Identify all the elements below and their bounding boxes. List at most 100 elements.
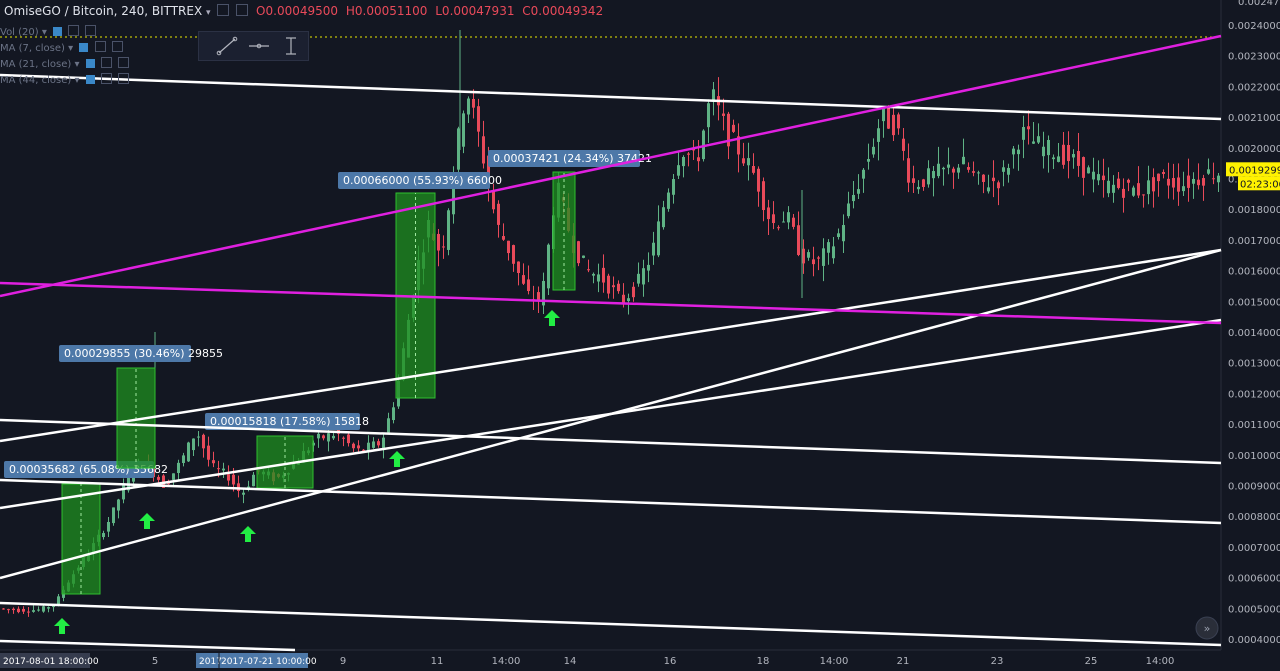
candle-body — [1097, 174, 1100, 181]
candle-body — [1087, 167, 1090, 174]
symbol-title[interactable]: OmiseGO / Bitcoin, 240, BITTREX — [4, 4, 203, 18]
up-arrow-icon — [544, 310, 560, 326]
candle-body — [1092, 171, 1095, 180]
candle-body — [902, 138, 905, 151]
indicator-ma-44[interactable]: MA (44, close) ▾ — [0, 73, 130, 86]
candle-body — [637, 273, 640, 284]
candle-body — [377, 441, 380, 446]
close-icon[interactable] — [118, 73, 130, 84]
candle-body — [492, 191, 495, 210]
symbol-dropdown-icon[interactable]: ▾ — [206, 8, 211, 18]
candle-body — [757, 168, 760, 192]
measure-label: 0.00015818 (17.58%) 15818 — [210, 415, 369, 428]
candle-body — [1022, 127, 1025, 140]
candle-body — [207, 445, 210, 460]
chevron-down-icon[interactable]: ▾ — [74, 75, 80, 86]
time-tick-label: 9 — [340, 656, 346, 667]
time-tick-label: 5 — [152, 656, 158, 667]
indicator-label: MA (44, close) — [0, 75, 72, 86]
candle-body — [1057, 156, 1060, 162]
close-icon[interactable] — [85, 25, 97, 36]
indicator-volume[interactable]: Vol (20) ▾ — [0, 25, 97, 38]
candle-body — [927, 168, 930, 185]
candle-body — [172, 473, 175, 480]
time-tick-label: 23 — [991, 656, 1004, 667]
candle-body — [477, 106, 480, 132]
close-icon[interactable] — [111, 41, 123, 52]
settings-icon[interactable] — [68, 25, 80, 36]
candle-body — [917, 186, 920, 190]
candle-body — [327, 433, 330, 442]
candle-body — [982, 174, 985, 182]
candle-body — [512, 245, 515, 264]
candle-body — [937, 163, 940, 177]
candle-body — [612, 285, 615, 288]
cursor-time-range-bg — [196, 653, 308, 668]
candle-body — [597, 274, 600, 282]
time-tick-label: 14 — [564, 656, 577, 667]
countdown-tag — [1238, 176, 1280, 191]
indicator-ma-21[interactable]: MA (21, close) ▾ — [0, 57, 130, 70]
candle-body — [2, 608, 5, 610]
candle-body — [1067, 144, 1070, 162]
settings-icon[interactable] — [100, 57, 112, 68]
symbol-settings-button[interactable] — [217, 4, 230, 16]
candle-body — [887, 107, 890, 129]
candle-body — [542, 280, 545, 306]
eye-icon[interactable] — [53, 27, 63, 36]
chevron-down-icon[interactable]: ▾ — [41, 27, 47, 38]
candle-body — [497, 203, 500, 225]
symbol-close-button[interactable] — [236, 4, 249, 16]
channel-line — [0, 248, 1222, 443]
candle-body — [987, 187, 990, 192]
candle-body — [202, 434, 205, 449]
candle-body — [1127, 179, 1130, 183]
scroll-to-realtime-button[interactable]: » — [1195, 616, 1219, 640]
drawing-toolbar[interactable] — [198, 31, 309, 61]
close-icon[interactable] — [118, 57, 130, 68]
candle-body — [22, 608, 25, 612]
measure-label-bg — [59, 345, 191, 362]
settings-icon[interactable] — [100, 73, 112, 84]
candle-body — [732, 124, 735, 132]
horizontal-ray-icon[interactable] — [245, 35, 273, 57]
trend-line-icon[interactable] — [213, 35, 241, 57]
candle-body — [227, 474, 230, 481]
candle-body — [867, 159, 870, 162]
indicator-ma-7[interactable]: MA (7, close) ▾ — [0, 41, 123, 54]
chevron-down-icon[interactable]: ▾ — [74, 59, 80, 70]
candle-body — [382, 437, 385, 449]
candle-body — [112, 507, 115, 524]
candle-body — [1112, 184, 1115, 193]
chevron-down-icon[interactable]: ▾ — [68, 43, 74, 54]
candle-body — [1182, 186, 1185, 192]
eye-icon[interactable] — [79, 43, 89, 52]
candle-body — [967, 167, 970, 170]
measure-label-bg — [205, 413, 360, 430]
settings-icon[interactable] — [94, 41, 106, 52]
candle-body — [697, 157, 700, 162]
cursor-time-prefix: 2017 — [199, 657, 222, 667]
candle-body — [1047, 139, 1050, 156]
channel-line — [0, 601, 1222, 647]
candle-body — [977, 172, 980, 174]
open-value: O0.00049500 — [256, 4, 339, 18]
candle-body — [972, 171, 975, 173]
price-tick-label-top: 0.00247317 — [1238, 0, 1280, 8]
vertical-line-icon[interactable] — [277, 35, 305, 57]
candle-body — [817, 257, 820, 259]
candle-body — [342, 437, 345, 439]
candle-body — [122, 483, 125, 500]
eye-icon[interactable] — [85, 75, 95, 84]
candle-body — [1162, 172, 1165, 174]
candle-body — [632, 286, 635, 298]
eye-icon[interactable] — [85, 59, 95, 68]
candle-body — [502, 236, 505, 240]
